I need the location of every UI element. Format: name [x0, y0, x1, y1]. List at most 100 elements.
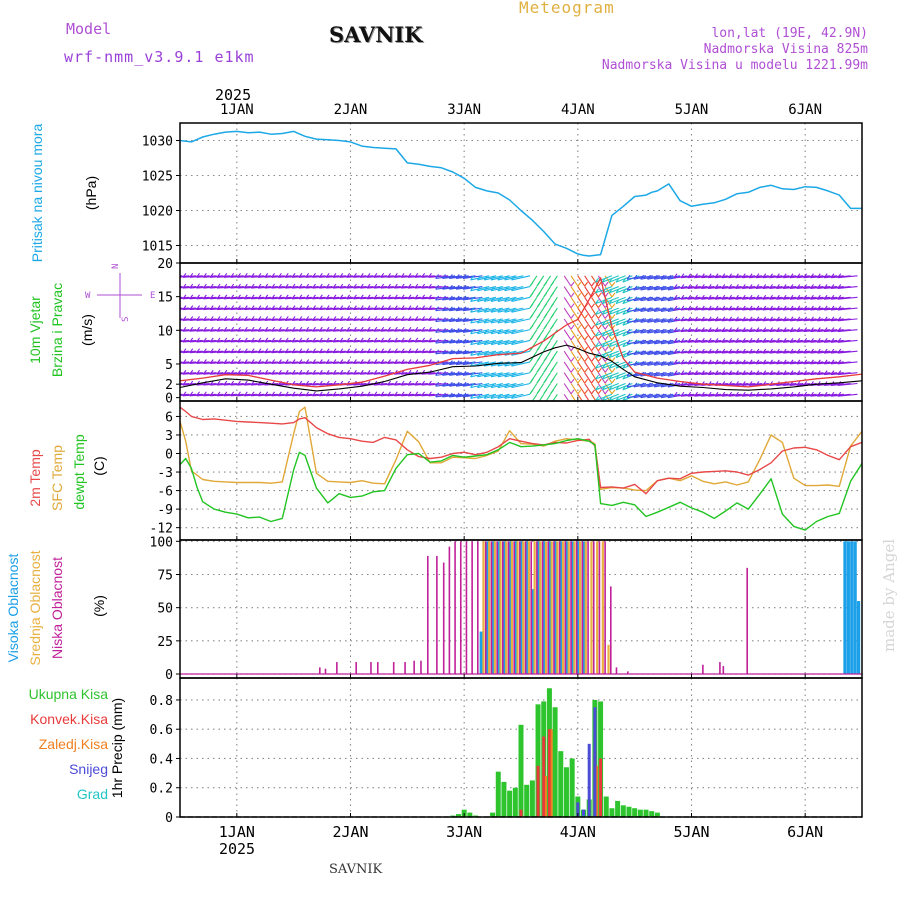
wind-barb [769, 361, 790, 365]
wind-barb-flag [393, 326, 398, 332]
wind-barb-flag [305, 337, 310, 343]
wind-barb [701, 339, 722, 343]
wind-barb-flag [373, 337, 378, 343]
wind-barb [755, 339, 776, 343]
wind-barb [456, 393, 476, 398]
wind-barb-flag [667, 317, 672, 323]
wind-barb [591, 286, 599, 298]
wind-barb [769, 286, 790, 290]
wind-barb-flag [346, 348, 351, 354]
wind-barb-flag [291, 305, 296, 310]
wind-barb-flag [359, 272, 364, 278]
wind-barb-flag [359, 283, 364, 289]
wind-barb-flag [653, 382, 658, 388]
wind-barb-flag [728, 294, 733, 300]
wind-barb-flag [442, 371, 446, 376]
wind-barb-flag [216, 305, 221, 310]
wind-barb-flag [414, 348, 419, 354]
wind-barb-flag [237, 348, 241, 354]
wind-barb-flag [504, 275, 509, 281]
wind-barb-flag [782, 316, 787, 322]
wind-barb-flag [536, 389, 541, 395]
wind-barb [687, 307, 708, 311]
wind-barb-flag [497, 383, 502, 388]
wind-barb-flag [339, 305, 344, 310]
wind-barb [456, 318, 476, 323]
wind-barb-flag [687, 316, 692, 322]
wind-barb [810, 296, 831, 300]
wind-barb-flag [550, 303, 554, 308]
wind-barb [595, 372, 613, 380]
wind-barb [830, 339, 851, 343]
wind-barb-flag [595, 374, 599, 380]
wind-barb-flag [633, 361, 638, 366]
wind-barb [789, 372, 810, 376]
wind-barb [490, 296, 510, 302]
wind-barb-flag [721, 391, 726, 397]
wind-barb [484, 318, 503, 324]
wind-barb-flag [490, 372, 495, 378]
wind-barb-flag [243, 359, 248, 364]
wind-barb-flag [584, 346, 589, 352]
wind-barb-flag [604, 335, 609, 341]
wind-barb-flag [511, 318, 515, 324]
wind-barb-flag [182, 337, 187, 343]
wind-barb-flag [277, 283, 282, 289]
wind-barb-flag [284, 305, 289, 310]
cloud-bar [370, 662, 372, 675]
wind-barb-flag [216, 294, 221, 300]
wind-barb-flag [608, 310, 613, 315]
wind-barb [591, 393, 597, 401]
wind-barb-flag [216, 369, 221, 375]
wind-barb-flag [591, 292, 595, 298]
cloud-bar [541, 541, 544, 675]
wind-barb [497, 296, 517, 302]
cloud-bar [454, 541, 456, 675]
wind-barb-flag [339, 337, 344, 343]
cloud-bar [581, 541, 584, 675]
wind-barb [708, 307, 728, 311]
wind-barb-flag [237, 337, 241, 343]
wind-barb [837, 361, 858, 365]
wind-barb-flag [257, 359, 262, 364]
wind-barb-flag [673, 284, 678, 289]
wind-barb [783, 382, 803, 386]
wind-barb-flag [428, 348, 432, 354]
wind-barb-flag [789, 370, 794, 375]
wind-barb [762, 318, 783, 322]
wind-barb-flag [615, 299, 620, 304]
wind-unit-label: (m/s) [79, 314, 95, 346]
wind-barb-flag [748, 305, 753, 311]
wind-barb [456, 296, 476, 301]
wind-barb-flag [339, 294, 344, 300]
wind-barb-flag [421, 316, 426, 321]
wind-barb-flag [421, 326, 426, 332]
wind-barb [435, 372, 456, 376]
wind-barb-flag [550, 367, 554, 373]
wind-barb-flag [782, 273, 787, 279]
wind-barb-flag [536, 367, 541, 373]
wind-barb-flag [237, 283, 241, 289]
wind-barb-flag [442, 338, 446, 344]
wind-barb-flag [762, 305, 767, 311]
panel-frame [179, 677, 863, 818]
wind-barb-flag [601, 363, 606, 369]
wind-barb-flag [789, 284, 794, 289]
wind-barb-flag [615, 342, 620, 348]
wind-barb-flag [477, 394, 481, 399]
y-tick-label: 100 [150, 535, 173, 550]
wind-barb-flag [483, 394, 488, 399]
compass-north: N [111, 264, 121, 269]
wind-barb-flag [680, 327, 685, 332]
wind-barb-flag [407, 337, 412, 343]
wind-barb-flag [421, 369, 426, 375]
wind-barb-flag [622, 331, 627, 337]
wind-barb-flag [622, 374, 627, 380]
wind-barb-flag [490, 297, 495, 302]
wind-barb-flag [591, 389, 595, 395]
wind-barb-flag [359, 391, 364, 397]
wind-barb-flag [202, 348, 207, 354]
wind-barb [449, 372, 469, 376]
wind-barb-flag [346, 283, 351, 289]
wind-barb-flag [176, 284, 179, 288]
